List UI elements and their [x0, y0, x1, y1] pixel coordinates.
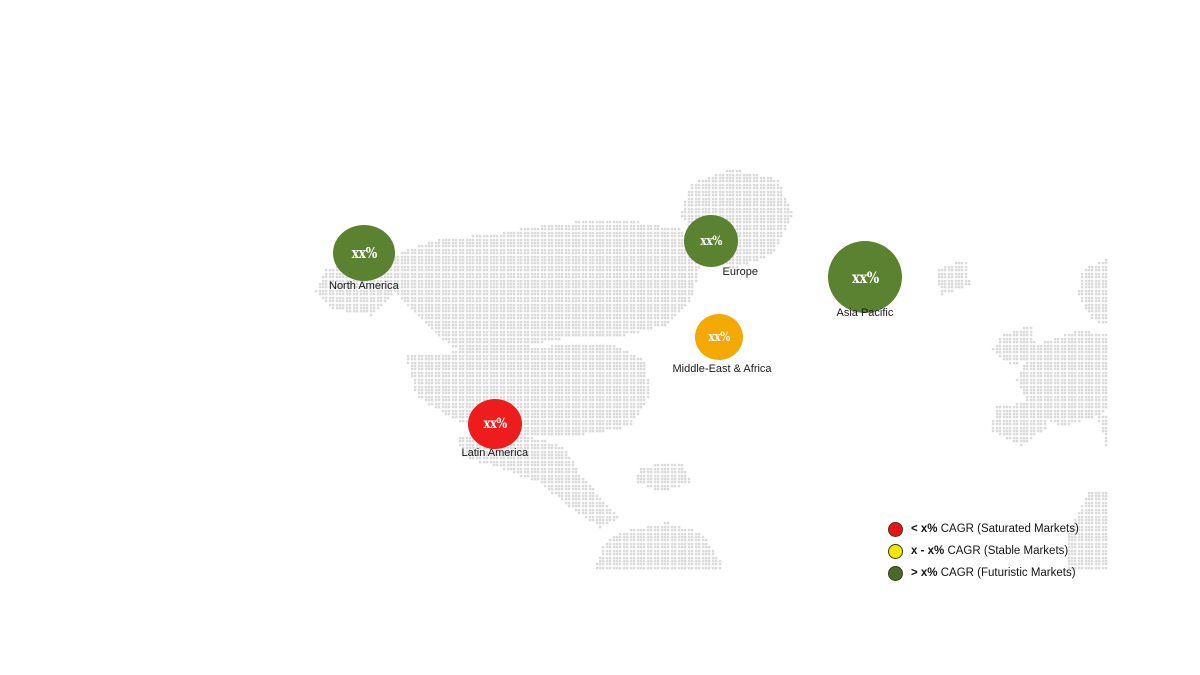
region-bubble-europe[interactable]: xx% [684, 215, 738, 267]
region-value: xx% [700, 233, 722, 249]
legend-label-stable: x - x% CAGR (Stable Markets) [911, 545, 1069, 557]
region-label-asia-pacific: Asia Pacific [836, 307, 894, 319]
region-value: xx% [708, 329, 730, 345]
legend-dot-futuristic-icon [888, 565, 903, 581]
region-value: xx% [483, 416, 507, 432]
legend-item-futuristic[interactable]: > x% CAGR (Futuristic Markets) [888, 562, 1079, 584]
region-label-latin-america: Latin America [461, 447, 529, 459]
region-label-middle-east-africa: Middle-East & Africa [672, 363, 772, 375]
region-label-north-america: North America [329, 280, 399, 292]
legend-dot-stable-icon [888, 543, 903, 559]
legend: < x% CAGR (Saturated Markets) x - x% CAGR… [888, 518, 1079, 584]
legend-item-stable[interactable]: x - x% CAGR (Stable Markets) [888, 540, 1079, 562]
legend-item-saturated[interactable]: < x% CAGR (Saturated Markets) [888, 518, 1079, 540]
region-bubble-asia-pacific[interactable]: xx% [828, 241, 902, 313]
region-value: xx% [851, 267, 879, 287]
region-value: xx% [351, 244, 377, 262]
region-bubble-north-america[interactable]: xx% [333, 225, 395, 281]
legend-dot-saturated-icon [888, 521, 903, 537]
legend-label-saturated: < x% CAGR (Saturated Markets) [911, 523, 1079, 535]
legend-label-futuristic: > x% CAGR (Futuristic Markets) [911, 567, 1076, 579]
region-label-europe: Europe [722, 266, 758, 278]
region-bubble-latin-america[interactable]: xx% [468, 399, 522, 449]
region-bubble-middle-east-africa[interactable]: xx% [695, 314, 743, 360]
